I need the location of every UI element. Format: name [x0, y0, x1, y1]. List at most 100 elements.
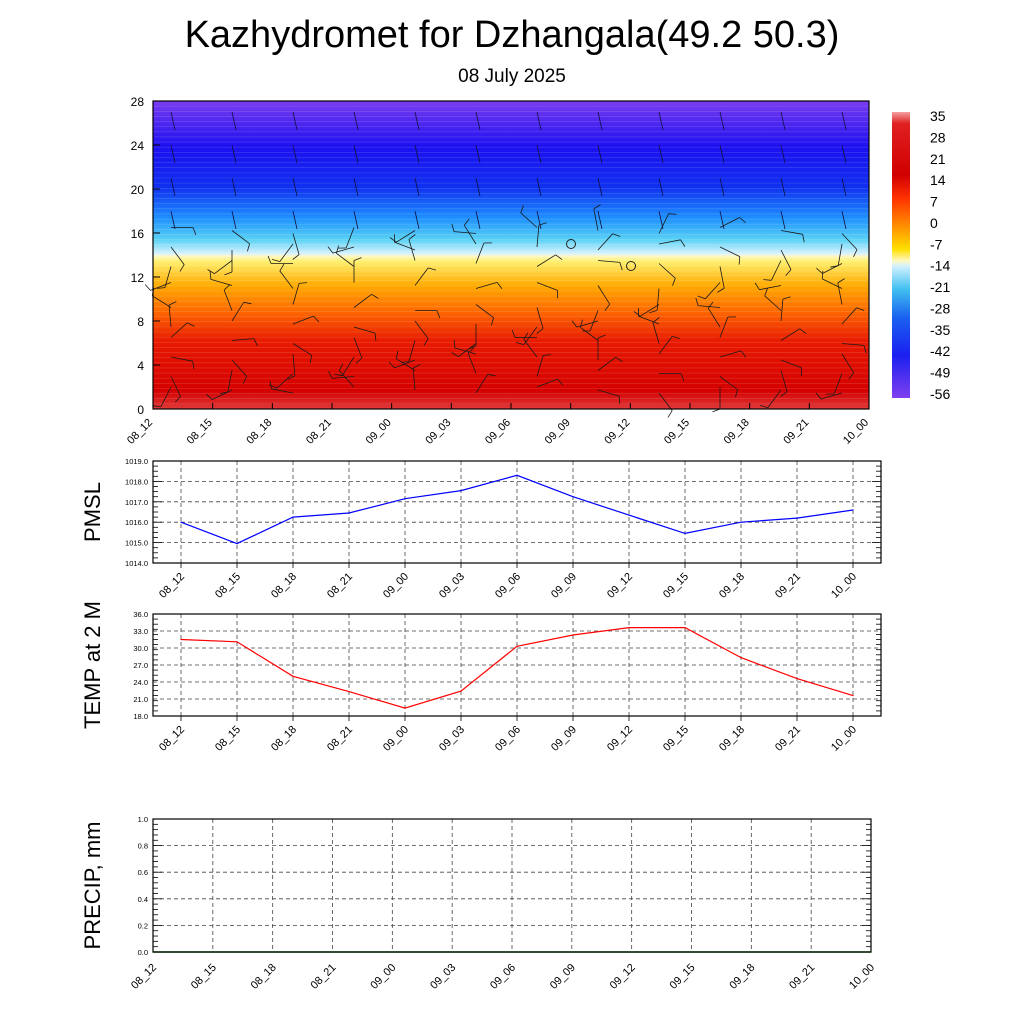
wind-barb	[652, 322, 660, 344]
wind-barb	[231, 230, 250, 245]
data-point	[572, 496, 574, 498]
x-tick-label: 09_21	[773, 571, 803, 601]
x-tick-label: 09_09	[549, 724, 579, 754]
data-point	[292, 675, 294, 677]
wind-barb-flag	[463, 218, 470, 226]
wind-barb-flag	[848, 372, 855, 380]
wind-barb	[536, 177, 542, 197]
wind-barb-flag	[799, 328, 807, 334]
wind-barb-flag	[187, 322, 195, 327]
wind-barb	[223, 289, 233, 311]
x-tick-label: 09_12	[608, 962, 638, 992]
wind-barb-flag	[388, 361, 395, 369]
wind-barb-flag	[735, 389, 738, 398]
wind-barb-flag	[328, 371, 333, 379]
wind-barb	[719, 350, 742, 358]
y-tick-label: 36.0	[133, 610, 148, 619]
y-tick-label: 0.0	[138, 948, 148, 957]
wind-barb-flag	[604, 303, 611, 311]
wind-barb	[719, 246, 740, 257]
y-axis-label: PRECIP, mm	[80, 822, 105, 950]
y-tick-label: 0.6	[138, 868, 148, 877]
wind-barb	[353, 210, 359, 230]
wind-barb	[656, 288, 660, 311]
wind-barb-flag	[224, 271, 233, 276]
calm-wind-marker	[626, 261, 636, 271]
wind-barb-flag	[863, 345, 867, 354]
wind-barb	[597, 210, 603, 230]
y-tick-label: 1017.0	[125, 498, 148, 507]
data-point	[236, 543, 238, 545]
wind-barb-flag	[192, 361, 195, 370]
data-point	[684, 627, 686, 629]
wind-barb	[353, 111, 359, 131]
x-tick-label: 09_18	[717, 724, 747, 754]
wind-barb	[705, 282, 721, 300]
wind-barb-flag	[668, 213, 677, 215]
x-tick-label: 09_21	[787, 962, 817, 992]
wind-barb-flag	[717, 287, 725, 293]
wind-barb	[841, 111, 847, 131]
wind-barb-flag	[279, 263, 285, 272]
y-tick-label: 21.0	[133, 695, 148, 704]
wind-barb	[536, 307, 544, 329]
wind-barb	[227, 370, 233, 393]
wind-barb-flag	[672, 336, 681, 339]
wind-barb	[212, 389, 233, 400]
wind-barb-flag	[436, 310, 441, 319]
wind-barb	[764, 295, 782, 311]
x-tick-label: 09_03	[428, 962, 458, 992]
wind-barb-flag	[223, 284, 231, 291]
wind-barb-flag	[667, 410, 673, 418]
wind-barb	[292, 177, 298, 197]
wind-barb	[658, 210, 664, 230]
wind-barb	[408, 239, 416, 261]
x-tick-label: 08_21	[325, 724, 355, 754]
wind-barb-flag	[168, 301, 177, 306]
wind-barb	[719, 210, 725, 230]
wind-barb-flag	[428, 267, 437, 271]
y-tick-label: 24.0	[133, 678, 148, 687]
wind-barb	[780, 249, 792, 270]
wind-barb	[160, 386, 172, 407]
wind-barb	[780, 177, 786, 197]
wind-barb-flag	[491, 317, 494, 326]
wind-barb	[276, 373, 294, 389]
wind-barb	[833, 373, 843, 395]
wind-barb-flag	[649, 310, 658, 314]
wind-barb-flag	[695, 297, 699, 306]
wind-barb-flag	[619, 262, 623, 271]
x-tick-label: 09_18	[717, 571, 747, 601]
wind-barb-flag	[680, 239, 686, 247]
wind-barb	[336, 252, 355, 267]
wind-barb-flag	[496, 282, 503, 290]
wind-barb	[658, 263, 676, 279]
wind-barb-flag	[467, 347, 475, 354]
y-tick-label: 1016.0	[125, 518, 148, 527]
wind-barb	[292, 353, 296, 376]
x-tick-label: 09_21	[781, 417, 811, 447]
wind-barb	[780, 210, 786, 230]
wind-barb	[658, 111, 664, 131]
wind-barb-flag	[153, 405, 162, 407]
wind-barb-flag	[618, 396, 621, 405]
wind-barb	[231, 210, 237, 230]
wind-barb	[279, 243, 294, 262]
x-tick-label: 09_15	[668, 962, 698, 992]
wind-barb	[820, 392, 843, 400]
x-tick-label: 08_12	[157, 571, 187, 601]
wind-barb	[597, 389, 620, 397]
wind-barb	[454, 231, 477, 234]
wind-barb	[412, 368, 416, 391]
wind-barb	[475, 144, 481, 164]
x-tick-label: 08_18	[249, 962, 279, 992]
wind-barb	[168, 305, 172, 328]
data-point	[460, 490, 462, 492]
data-point	[404, 707, 406, 709]
x-tick-label: 10_00	[841, 417, 871, 447]
wind-barb-flag	[287, 375, 296, 380]
data-point	[796, 517, 798, 519]
x-tick-label: 09_06	[493, 724, 523, 754]
wind-barb	[658, 213, 669, 234]
